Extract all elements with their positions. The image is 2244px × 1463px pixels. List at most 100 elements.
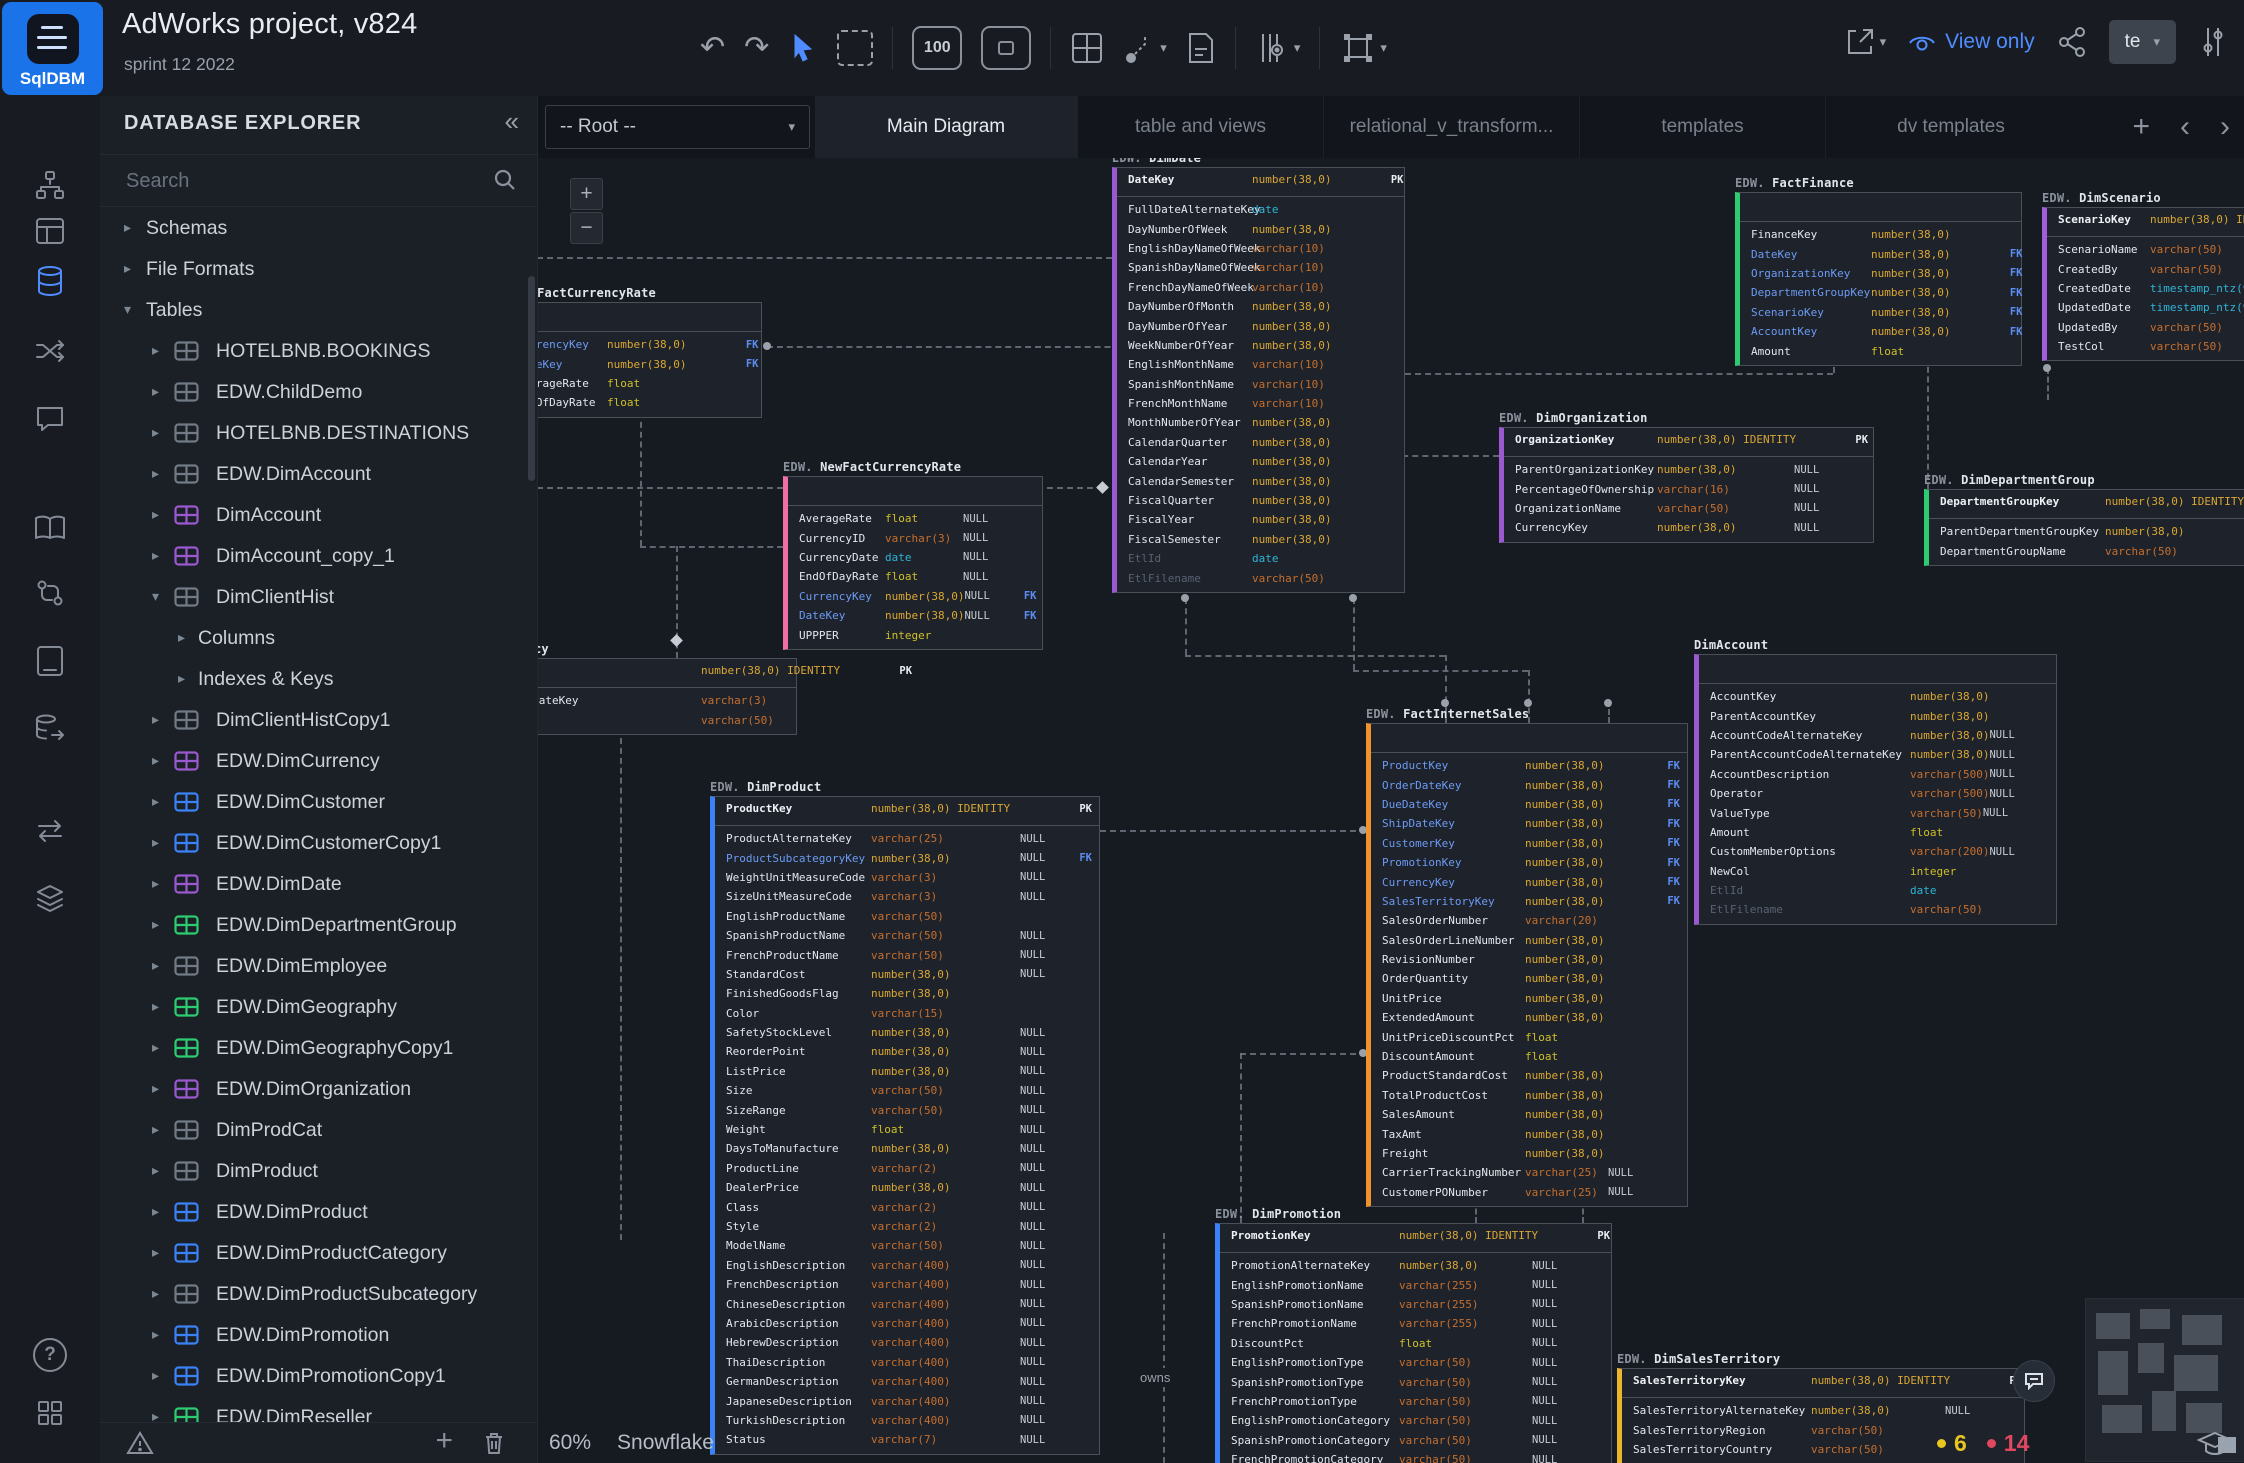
sqldbm-logo[interactable]: SqlDBM bbox=[2, 2, 103, 95]
sidebar-tree-item[interactable]: ▸ DimProdCat bbox=[100, 1110, 537, 1151]
sidebar-tree-item[interactable]: ▸ DimProduct bbox=[100, 1151, 537, 1192]
sidebar-tree-item[interactable]: ▸ HOTELBNB.DESTINATIONS bbox=[100, 413, 537, 454]
tree-expand-arrow-icon[interactable]: ▸ bbox=[152, 875, 160, 891]
diagram-canvas[interactable]: + − EDW. FactCurrencyRate bbox=[537, 158, 2244, 1463]
diagram-table-factcurrencyrate[interactable]: EDW. FactCurrencyRate CurrencyKey number… bbox=[537, 286, 762, 418]
diagram-table-factfinance[interactable]: EDW. FactFinance FinanceKey number(38,0)… bbox=[1735, 176, 2022, 366]
tree-expand-arrow-icon[interactable]: ▸ bbox=[178, 670, 186, 686]
zoom-level-value[interactable]: 60% bbox=[549, 1431, 592, 1454]
sidebar-tree-item[interactable]: ▸ Schemas bbox=[100, 208, 537, 249]
sidebar-tree-item[interactable]: ▾ Tables bbox=[100, 290, 537, 331]
sidebar-tree-item[interactable]: ▸ EDW.ChildDemo bbox=[100, 372, 537, 413]
grid-view-icon[interactable] bbox=[1070, 31, 1104, 65]
sidebar-tree-item[interactable]: ▸ EDW.DimDepartmentGroup bbox=[100, 905, 537, 946]
sidebar-tree-item[interactable]: ▸ EDW.DimCustomerCopy1 bbox=[100, 823, 537, 864]
diagram-table-dimdepartmentgroup[interactable]: EDW. DimDepartmentGroup DepartmentGroupK… bbox=[1924, 473, 2244, 566]
sidebar-tree-item[interactable]: ▸ EDW.DimProduct bbox=[100, 1192, 537, 1233]
root-selector-dropdown[interactable]: -- Root -- ▾ bbox=[545, 105, 810, 149]
shuffle-relations-icon[interactable] bbox=[33, 334, 67, 368]
tab-table-and-views[interactable]: table and views bbox=[1077, 96, 1323, 158]
sidebar-tree-item[interactable]: ▾ DimClientHist bbox=[100, 577, 537, 618]
sidebar-tree-item[interactable]: ▸ EDW.DimDate bbox=[100, 864, 537, 905]
sidebar-tree-item[interactable]: ▸ DimClientHistCopy1 bbox=[100, 700, 537, 741]
diagram-table-dimorganization[interactable]: EDW. DimOrganization OrganizationKey num… bbox=[1499, 411, 1874, 543]
sidebar-tree-item[interactable]: ▸ EDW.DimGeography bbox=[100, 987, 537, 1028]
zoom-100-button[interactable]: 100 bbox=[912, 26, 963, 70]
sidebar-tree-item[interactable]: ▸ DimAccount_copy_1 bbox=[100, 536, 537, 577]
column-display-icon[interactable]: ▾ bbox=[1255, 30, 1300, 66]
tree-expand-arrow-icon[interactable]: ▸ bbox=[152, 1408, 160, 1423]
tab-relational-v-transform-[interactable]: relational_v_transform... bbox=[1323, 96, 1579, 158]
database-type-label[interactable]: Snowflake bbox=[617, 1431, 714, 1454]
tab-dv-templates[interactable]: dv templates bbox=[1825, 96, 2076, 158]
sidebar-tree-item[interactable]: ▸ Columns bbox=[100, 618, 537, 659]
tab-main-diagram[interactable]: Main Diagram bbox=[815, 96, 1077, 158]
share-icon[interactable] bbox=[2057, 26, 2087, 58]
sidebar-tree-item[interactable]: ▸ HOTELBNB.BOOKINGS bbox=[100, 331, 537, 372]
project-title[interactable]: AdWorks project, v824 bbox=[122, 8, 418, 40]
learning-graduation-cap-icon[interactable] bbox=[2197, 1430, 2233, 1460]
tree-expand-arrow-icon[interactable]: ▸ bbox=[124, 260, 132, 276]
sidebar-tree-item[interactable]: ▸ EDW.DimEmployee bbox=[100, 946, 537, 987]
fit-screen-button[interactable] bbox=[981, 26, 1032, 70]
diagram-table-dimpromotion[interactable]: EDW. DimPromotion PromotionKey number(38… bbox=[1215, 1207, 1612, 1463]
comment-bubble-icon[interactable] bbox=[2013, 1360, 2055, 1402]
tree-expand-arrow-icon[interactable]: ▸ bbox=[152, 547, 160, 563]
settings-sliders-icon[interactable] bbox=[2198, 24, 2228, 60]
comments-icon[interactable] bbox=[33, 402, 67, 436]
tree-expand-arrow-icon[interactable]: ▸ bbox=[152, 793, 160, 809]
add-object-button[interactable]: + bbox=[435, 1424, 453, 1457]
layers-icon[interactable] bbox=[33, 882, 67, 916]
note-icon[interactable] bbox=[1186, 31, 1216, 65]
sidebar-tree-item[interactable]: ▸ EDW.DimCustomer bbox=[100, 782, 537, 823]
tree-expand-arrow-icon[interactable]: ▸ bbox=[152, 342, 160, 358]
data-transfer-icon[interactable] bbox=[33, 814, 67, 848]
tree-expand-arrow-icon[interactable]: ▸ bbox=[152, 1244, 160, 1260]
add-tab-button[interactable]: + bbox=[2132, 110, 2150, 143]
tree-expand-arrow-icon[interactable]: ▸ bbox=[152, 424, 160, 440]
tree-expand-arrow-icon[interactable]: ▸ bbox=[152, 1367, 160, 1383]
tree-expand-arrow-icon[interactable]: ▸ bbox=[152, 1285, 160, 1301]
sidebar-tree-item[interactable]: ▸ EDW.DimGeographyCopy1 bbox=[100, 1028, 537, 1069]
database-explorer-icon[interactable] bbox=[33, 264, 67, 298]
selection-frame-icon[interactable]: ▾ bbox=[1339, 29, 1387, 67]
tree-expand-arrow-icon[interactable]: ▸ bbox=[152, 957, 160, 973]
tree-expand-arrow-icon[interactable]: ▸ bbox=[152, 752, 160, 768]
undo-icon[interactable]: ↶ bbox=[700, 31, 726, 64]
diagram-table-dimscenario[interactable]: EDW. DimScenario ScenarioKey number(38,0… bbox=[2042, 191, 2244, 362]
search-input[interactable] bbox=[124, 162, 458, 200]
warnings-icon[interactable] bbox=[126, 1430, 154, 1456]
tree-expand-arrow-icon[interactable]: ▸ bbox=[152, 383, 160, 399]
user-menu-button[interactable]: te ▾ bbox=[2108, 20, 2176, 64]
tree-expand-arrow-icon[interactable]: ▸ bbox=[152, 916, 160, 932]
t-sql-table-icon[interactable] bbox=[33, 214, 67, 248]
tree-expand-arrow-icon[interactable]: ▸ bbox=[152, 465, 160, 481]
sidebar-tree-item[interactable]: ▸ EDW.DimReseller bbox=[100, 1397, 537, 1423]
sidebar-tree-item[interactable]: ▸ EDW.DimPromotionCopy1 bbox=[100, 1356, 537, 1397]
collapse-panel-icon[interactable]: « bbox=[504, 106, 519, 136]
model-hierarchy-icon[interactable] bbox=[33, 168, 67, 202]
sidebar-tree-item[interactable]: ▸ EDW.DimPromotion bbox=[100, 1315, 537, 1356]
tree-expand-arrow-icon[interactable]: ▸ bbox=[152, 998, 160, 1014]
sidebar-tree-item[interactable]: ▸ EDW.DimCurrency bbox=[100, 741, 537, 782]
apps-grid-icon[interactable] bbox=[33, 1396, 67, 1430]
zoom-out-button[interactable]: − bbox=[570, 212, 603, 244]
zoom-in-button[interactable]: + bbox=[570, 178, 603, 210]
tree-expand-arrow-icon[interactable]: ▾ bbox=[124, 301, 132, 317]
sidebar-tree-item[interactable]: ▸ DimAccount bbox=[100, 495, 537, 536]
tree-expand-arrow-icon[interactable]: ▸ bbox=[152, 1039, 160, 1055]
compare-revisions-icon[interactable] bbox=[33, 576, 67, 610]
documentation-book-icon[interactable] bbox=[33, 511, 67, 545]
tree-expand-arrow-icon[interactable]: ▸ bbox=[152, 1162, 160, 1178]
tree-expand-arrow-icon[interactable]: ▸ bbox=[152, 834, 160, 850]
tab-scroll-left-icon[interactable]: ‹ bbox=[2180, 110, 2190, 143]
tree-expand-arrow-icon[interactable]: ▸ bbox=[152, 1080, 160, 1096]
sidebar-tree-item[interactable]: ▸ EDW.DimProductSubcategory bbox=[100, 1274, 537, 1315]
help-icon[interactable]: ? bbox=[33, 1338, 67, 1372]
diagram-table-factinternetsales[interactable]: EDW. FactInternetSales ProductKey number… bbox=[1366, 707, 1688, 1207]
diagram-table-dimdate[interactable]: EDW. DimDate DateKey number(38,0) PK Ful… bbox=[1112, 158, 1405, 593]
export-icon[interactable]: ▾ bbox=[1843, 25, 1886, 59]
issue-count-badges[interactable]: 6 14 bbox=[1937, 1430, 2029, 1457]
tree-expand-arrow-icon[interactable]: ▸ bbox=[152, 711, 160, 727]
tree-expand-arrow-icon[interactable]: ▸ bbox=[152, 1121, 160, 1137]
